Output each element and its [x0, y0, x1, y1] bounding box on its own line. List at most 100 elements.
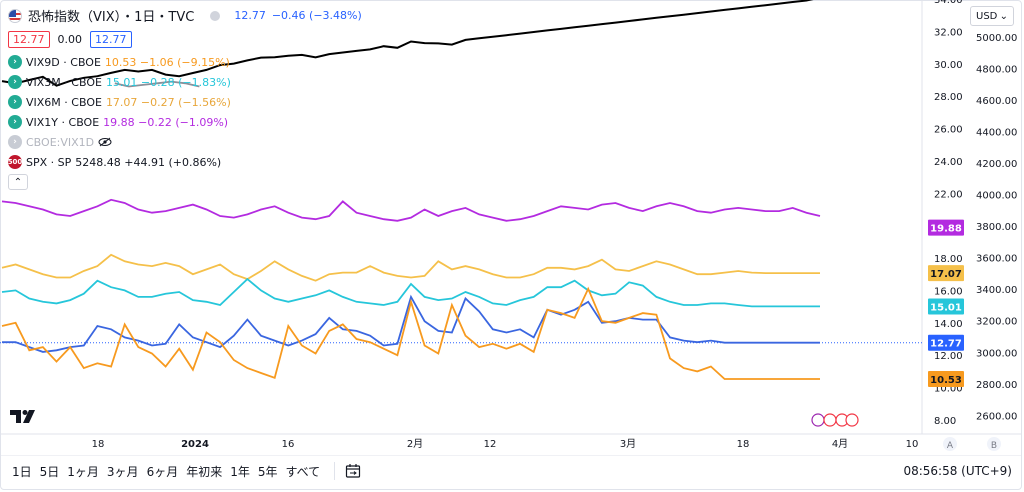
y-right-tick-label: 4800.00	[976, 64, 1017, 75]
clock-display[interactable]: 08:56:58 (UTC+9)	[903, 464, 1012, 478]
range-button[interactable]: 5年	[257, 464, 278, 479]
y-left-tick-label: 16.00	[934, 286, 963, 297]
market-status-icon	[210, 10, 221, 21]
cboe-icon: ›	[8, 135, 22, 149]
y-left-tick-label: 14.00	[934, 319, 963, 330]
y-left-tick-label: 18.00	[934, 254, 963, 265]
last-value-badge	[928, 334, 964, 351]
x-tick-label: 12	[484, 439, 497, 450]
y-right-tick-label: 3200.00	[976, 317, 1017, 328]
legend-row[interactable]: › VIX9D · CBOE 10.53 −1.06 (−9.15%)	[8, 52, 231, 72]
y-left-tick-label: 30.00	[934, 60, 963, 71]
last-value-label: 10.53	[930, 375, 962, 386]
cboe-icon: ›	[8, 55, 22, 69]
y-left-tick-label: 32.00	[934, 27, 963, 38]
range-button[interactable]: 6ヶ月	[146, 464, 179, 479]
chart-plot[interactable]: 34.0032.0030.0028.0026.0024.0022.0020.00…	[0, 0, 1022, 456]
legend-row[interactable]: › VIX3M · CBOE 15.01 −0.28 (−1.83%)	[8, 72, 231, 92]
goto-date-icon[interactable]	[345, 463, 361, 479]
y-left-tick-label: 24.00	[934, 157, 963, 168]
x-tick-label: 18	[92, 439, 105, 450]
legend-value: 5248.48 +44.91 (+0.86%)	[75, 155, 222, 169]
y-right-tick-label: 5000.00	[976, 33, 1017, 44]
series-line	[1, 198, 821, 222]
legend-name: VIX3M · CBOE	[26, 75, 102, 89]
legend-row[interactable]: › VIX1Y · CBOE 19.88 −0.22 (−1.09%)	[8, 112, 231, 132]
chart-header: 恐怖指数（VIX）・1日・TVC 12.77 −0.46 (−3.48%)	[8, 6, 362, 25]
sell-price[interactable]: 12.77	[8, 31, 50, 48]
last-value-label: 17.07	[930, 269, 962, 280]
legend-name: SPX · SP	[26, 155, 72, 169]
y-right-tick-label: 2600.00	[976, 411, 1017, 422]
event-marker-icon	[823, 413, 837, 427]
series-line	[1, 277, 820, 308]
y-left-tick-label: 22.00	[934, 189, 963, 200]
y-right-tick-label: 4400.00	[976, 127, 1017, 138]
cboe-icon: ›	[8, 75, 22, 89]
currency-selector[interactable]: USD ⌄	[970, 6, 1014, 26]
tradingview-logo[interactable]	[10, 408, 38, 424]
y-left-tick-label: 12.00	[934, 351, 963, 362]
last-value-label: 15.01	[930, 302, 962, 313]
legend-name: VIX1Y · CBOE	[26, 115, 100, 129]
x-tick-label: 16	[282, 439, 295, 450]
legend-name: VIX9D · CBOE	[26, 55, 101, 69]
legend-name: VIX6M · CBOE	[26, 95, 102, 109]
legend-value: 19.88 −0.22 (−1.09%)	[103, 115, 229, 129]
range-buttons: 1日 5日 1ヶ月 3ヶ月 6ヶ月 年初来 1年 5年 すべて	[0, 463, 324, 480]
event-marker-icon	[811, 413, 825, 427]
x-tick-label: 18	[737, 439, 750, 450]
series-line	[1, 286, 820, 380]
event-marker-icon	[845, 413, 859, 427]
last-value-label: 19.88	[930, 224, 962, 235]
cboe-icon: ›	[8, 95, 22, 109]
buy-price[interactable]: 12.77	[90, 31, 132, 48]
range-button[interactable]: 3ヶ月	[106, 464, 139, 479]
range-button[interactable]: すべて	[285, 464, 321, 479]
last-value-badge	[928, 219, 964, 236]
y-left-tick-label: 28.00	[934, 92, 963, 103]
y-right-tick-label: 3000.00	[976, 348, 1017, 359]
x-tick-label: 10	[906, 439, 919, 450]
last-value-badge	[928, 298, 964, 315]
y-left-tick-label: 34.00	[934, 0, 963, 6]
y-right-tick-label: 3400.00	[976, 285, 1017, 296]
series-line	[1, 0, 814, 87]
y-right-tick-label: 4200.00	[976, 159, 1017, 170]
range-button[interactable]: 年初来	[186, 464, 223, 479]
x-tick-label: 4月	[832, 438, 848, 450]
y-right-tick-label: 4000.00	[976, 191, 1017, 202]
legend-value: 17.07 −0.27 (−1.56%)	[105, 95, 231, 109]
range-button[interactable]: 1年	[230, 464, 250, 479]
us-flag-icon	[8, 8, 22, 23]
range-button[interactable]: 1ヶ月	[67, 464, 99, 479]
spread-value: 0.00	[57, 33, 83, 46]
legend-row[interactable]: › VIX6M · CBOE 17.07 −0.27 (−1.56%)	[8, 92, 231, 112]
symbol-title[interactable]: 恐怖指数（VIX）・1日・TVC	[28, 10, 195, 25]
spx-500-icon: 500	[8, 155, 22, 169]
range-button[interactable]: 5日	[39, 464, 60, 479]
legend-value: 15.01 −0.28 (−1.83%)	[105, 75, 231, 89]
legend-row[interactable]: › CBOE:VIX1D	[8, 132, 231, 152]
last-value-label: 12.77	[930, 339, 962, 350]
auto-scale-button	[943, 437, 957, 451]
last-value-badge	[928, 265, 964, 282]
series-line	[114, 80, 200, 88]
y-left-tick-label: 10.00	[934, 384, 963, 395]
range-button[interactable]: 1日	[12, 464, 32, 479]
scale-mode-button	[987, 437, 1001, 451]
y-left-tick-label: 8.00	[934, 416, 956, 427]
x-tick-label: 2月	[407, 438, 423, 450]
price-change: −0.46 (−3.48%)	[271, 9, 362, 22]
last-value-badge	[928, 370, 964, 387]
currency-label: USD	[976, 10, 998, 22]
series-line	[1, 253, 820, 282]
indicator-legend: › VIX9D · CBOE 10.53 −1.06 (−9.15%) › VI…	[8, 52, 231, 192]
y-right-tick-label: 3800.00	[976, 222, 1017, 233]
legend-row[interactable]: 500 SPX · SP 5248.48 +44.91 (+0.86%)	[8, 152, 231, 172]
x-tick-label: 3月	[620, 438, 636, 450]
hidden-eye-icon[interactable]	[98, 137, 112, 147]
legend-collapse-row: ⌃	[8, 172, 231, 192]
collapse-legend-button[interactable]: ⌃	[8, 174, 28, 190]
